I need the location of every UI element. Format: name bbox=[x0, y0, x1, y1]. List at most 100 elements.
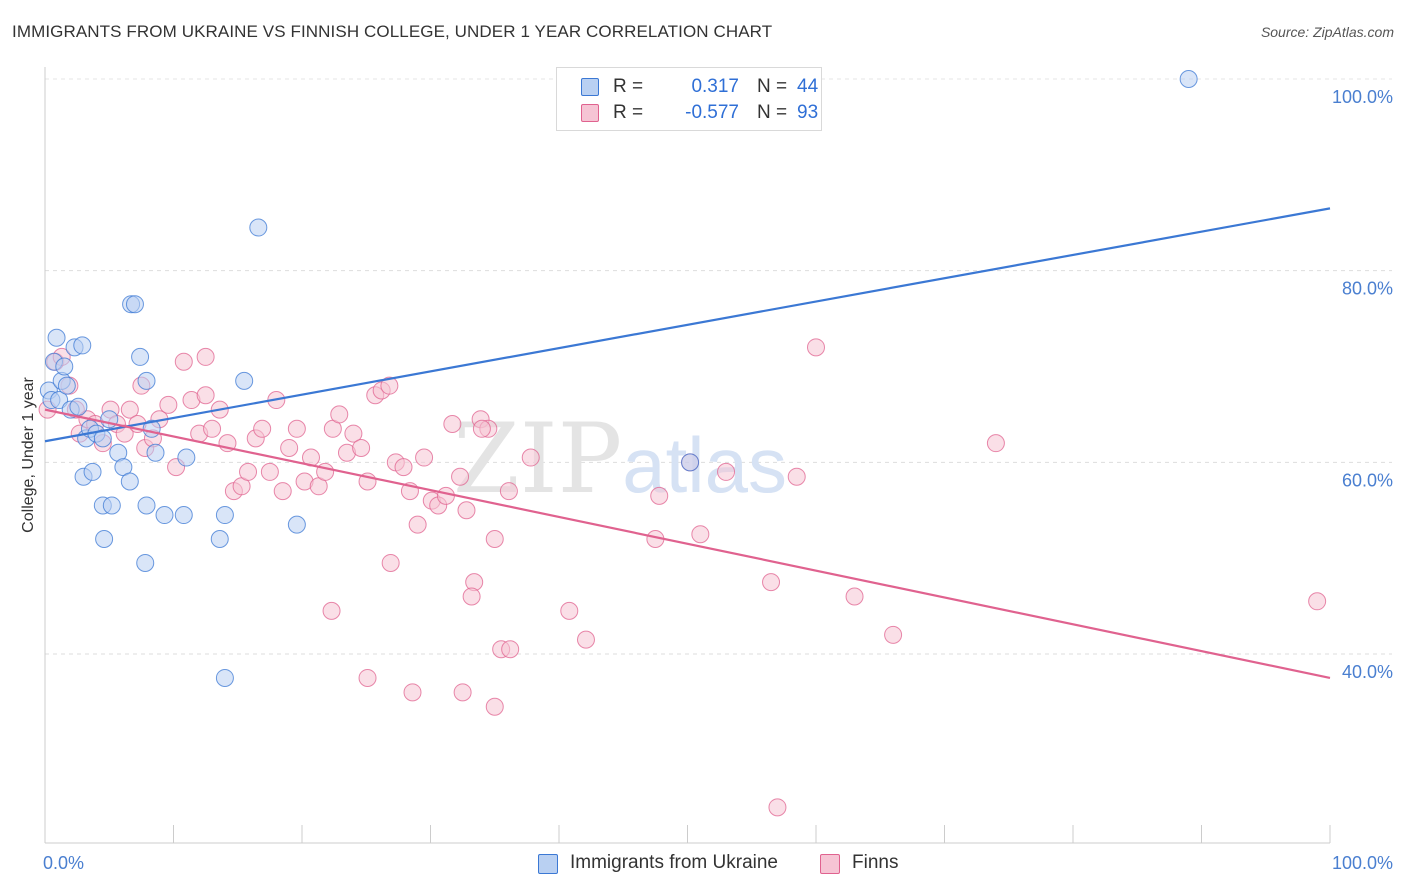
ukraine-point bbox=[57, 376, 76, 395]
ukraine-point bbox=[1179, 70, 1198, 88]
finns-point bbox=[717, 462, 736, 481]
finns-point bbox=[239, 462, 258, 481]
finns-point bbox=[196, 386, 215, 405]
ukraine-point bbox=[131, 347, 150, 366]
finns-point bbox=[322, 601, 341, 620]
finns-point bbox=[451, 467, 470, 486]
finns-point bbox=[330, 405, 349, 424]
finns-point bbox=[380, 376, 399, 395]
ukraine-point bbox=[125, 295, 144, 314]
legend-r-label: R = bbox=[613, 76, 644, 97]
finns-point bbox=[787, 467, 806, 486]
finns-points bbox=[38, 338, 1327, 817]
legend-n-label: N = bbox=[757, 76, 788, 97]
ukraine-point bbox=[73, 336, 92, 355]
ukraine-point bbox=[287, 515, 306, 534]
ukraine-point bbox=[120, 472, 139, 491]
bottom-legend-label: Immigrants from Ukraine bbox=[570, 852, 778, 873]
finns-point bbox=[762, 573, 781, 592]
finns-point bbox=[443, 415, 462, 433]
finns-point bbox=[174, 352, 193, 371]
ukraine-point bbox=[235, 371, 254, 390]
ukraine-point bbox=[137, 496, 156, 515]
finns-point bbox=[576, 630, 595, 649]
finns-point bbox=[358, 668, 377, 687]
finns-point bbox=[287, 419, 306, 438]
chart-title: IMMIGRANTS FROM UKRAINE VS FINNISH COLLE… bbox=[12, 22, 773, 41]
finns-point bbox=[884, 625, 903, 644]
y-tick-label: 60.0% bbox=[1342, 470, 1393, 490]
ukraine-point bbox=[249, 218, 268, 237]
tick-labels: 40.0% 60.0% 80.0% 100.0% 0.0% 100.0% bbox=[43, 87, 1393, 873]
ukraine-point bbox=[137, 371, 156, 390]
finns-point bbox=[453, 683, 472, 702]
legend-n-value: 93 bbox=[797, 102, 819, 123]
ukraine-point bbox=[50, 391, 69, 410]
ukraine-trend-line bbox=[44, 207, 1331, 443]
legend-r-value: 0.317 bbox=[691, 76, 739, 97]
finns-trend-line bbox=[44, 408, 1331, 680]
finns-point bbox=[253, 419, 272, 438]
bottom-legend-label: Finns bbox=[852, 852, 899, 873]
finns-point bbox=[260, 462, 279, 481]
correlation-legend: R = 0.317 N = 44 R = -0.577 N = 93 bbox=[556, 67, 822, 131]
finns-point bbox=[280, 438, 299, 457]
finns-point bbox=[408, 515, 427, 534]
bottom-legend-swatch-blue bbox=[538, 854, 558, 874]
finns-point bbox=[203, 419, 222, 438]
finns-point bbox=[472, 419, 491, 438]
finns-point bbox=[485, 530, 504, 548]
y-tick-label: 80.0% bbox=[1342, 279, 1393, 299]
ukraine-point bbox=[55, 357, 74, 376]
finns-point bbox=[394, 458, 413, 477]
ukraine-point bbox=[83, 462, 102, 481]
ukraine-point bbox=[102, 496, 121, 515]
finns-point bbox=[807, 338, 825, 357]
x-tick-label: 100.0% bbox=[1332, 853, 1393, 873]
gridlines bbox=[45, 78, 1392, 655]
finns-point bbox=[352, 438, 371, 457]
ukraine-point bbox=[681, 453, 700, 472]
legend-r-label: R = bbox=[613, 102, 644, 123]
finns-point bbox=[1308, 592, 1327, 611]
ukraine-point bbox=[47, 328, 66, 347]
finns-point bbox=[845, 587, 864, 606]
finns-point bbox=[196, 347, 215, 366]
ukraine-point bbox=[177, 448, 196, 467]
watermark: ZIPatlas bbox=[453, 403, 787, 515]
finns-point bbox=[381, 553, 400, 572]
finns-point bbox=[415, 448, 434, 467]
x-tick-label: 0.0% bbox=[43, 853, 84, 873]
y-tick-label: 40.0% bbox=[1342, 662, 1393, 682]
legend-n-value: 44 bbox=[797, 76, 819, 97]
finns-point bbox=[462, 587, 481, 606]
legend-swatch-blue bbox=[581, 78, 599, 96]
finns-point bbox=[499, 482, 518, 501]
y-axis-title: College, Under 1 year bbox=[20, 377, 37, 533]
legend-n-label: N = bbox=[757, 102, 788, 123]
ukraine-points bbox=[39, 70, 1198, 687]
watermark-atlas: atlas bbox=[622, 421, 787, 509]
y-tick-label: 100.0% bbox=[1332, 87, 1393, 107]
ukraine-point bbox=[146, 443, 165, 462]
ukraine-point bbox=[136, 553, 155, 572]
finns-point bbox=[159, 395, 178, 414]
finns-point bbox=[457, 501, 476, 520]
finns-point bbox=[768, 798, 787, 817]
finns-point bbox=[344, 424, 363, 443]
finns-point bbox=[560, 601, 579, 620]
finns-point bbox=[650, 486, 669, 505]
ukraine-point bbox=[155, 506, 174, 525]
chart-source: Source: ZipAtlas.com bbox=[1260, 24, 1394, 40]
trend-lines bbox=[44, 207, 1331, 680]
axes bbox=[44, 67, 1331, 844]
finns-point bbox=[436, 486, 455, 505]
ukraine-point bbox=[215, 668, 234, 687]
finns-point bbox=[403, 683, 422, 702]
finns-point bbox=[986, 434, 1005, 453]
ukraine-point bbox=[174, 506, 193, 525]
bottom-legend-swatch-pink bbox=[820, 854, 840, 874]
finns-point bbox=[485, 697, 504, 716]
legend-swatch-pink bbox=[581, 104, 599, 122]
